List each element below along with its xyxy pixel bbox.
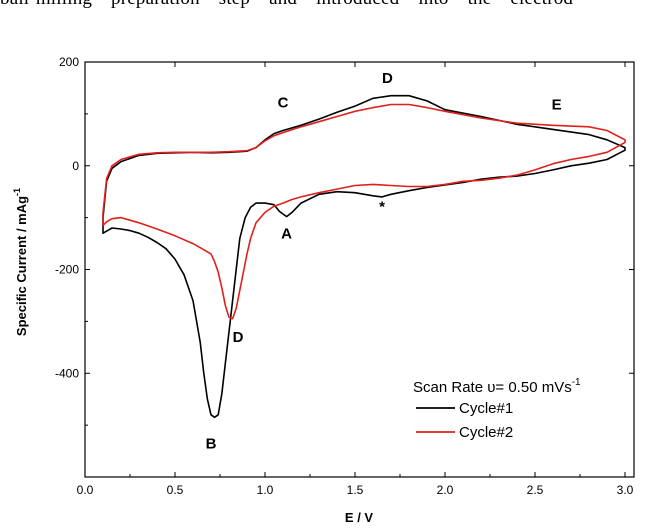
peak-label: D xyxy=(382,70,393,87)
y-axis-title-text: Specific Current / mAg xyxy=(14,196,29,336)
y-axis-title-unit-superscript: -1 xyxy=(12,188,22,196)
series-line-cycle-2 xyxy=(102,103,626,320)
series-layer xyxy=(102,94,626,419)
x-tick-label: 1.5 xyxy=(347,483,364,497)
peak-label: C xyxy=(278,95,289,112)
x-tick-label: 1.0 xyxy=(257,483,274,497)
y-axis-title: Specific Current / mAg-1 xyxy=(12,188,29,336)
y-tick-label: 0 xyxy=(72,159,79,173)
series-line-cycle-1 xyxy=(102,94,626,419)
legend-title: Scan Rate υ= 0.50 mVs-1 xyxy=(413,377,581,396)
peak-annotations: A B C D D E * xyxy=(206,70,562,453)
y-tick-label: -400 xyxy=(55,366,79,380)
x-tick-label: 2.0 xyxy=(437,483,454,497)
x-tick-label: 0.5 xyxy=(167,483,184,497)
peak-label: B xyxy=(206,435,217,452)
peak-label: A xyxy=(281,225,292,242)
axis-ticks: 0.0 0.5 1.0 1.5 2.0 2.5 3.0 200 0 -200 -400 xyxy=(55,55,634,497)
legend-title-superscript: -1 xyxy=(572,377,581,388)
x-tick-label: 3.0 xyxy=(617,483,634,497)
legend-entry-label: Cycle#2 xyxy=(459,424,513,441)
peak-label: * xyxy=(379,198,385,215)
x-axis-title: E / V xyxy=(345,510,374,525)
peak-label: E xyxy=(552,97,562,114)
y-tick-label: -200 xyxy=(55,263,79,277)
legend: Scan Rate υ= 0.50 mVs-1 Cycle#1 Cycle#2 xyxy=(413,377,581,441)
peak-label: D xyxy=(233,329,244,346)
x-tick-label: 2.5 xyxy=(527,483,544,497)
plot-border xyxy=(84,61,635,478)
legend-entry-label: Cycle#1 xyxy=(459,400,513,417)
plot-frame xyxy=(84,61,635,478)
cropped-body-text: ball-milling preparation step and introd… xyxy=(0,0,649,10)
y-tick-label: 200 xyxy=(59,55,79,69)
legend-title-text: Scan Rate υ= 0.50 mVs xyxy=(413,379,572,396)
x-tick-label: 0.0 xyxy=(77,483,94,497)
